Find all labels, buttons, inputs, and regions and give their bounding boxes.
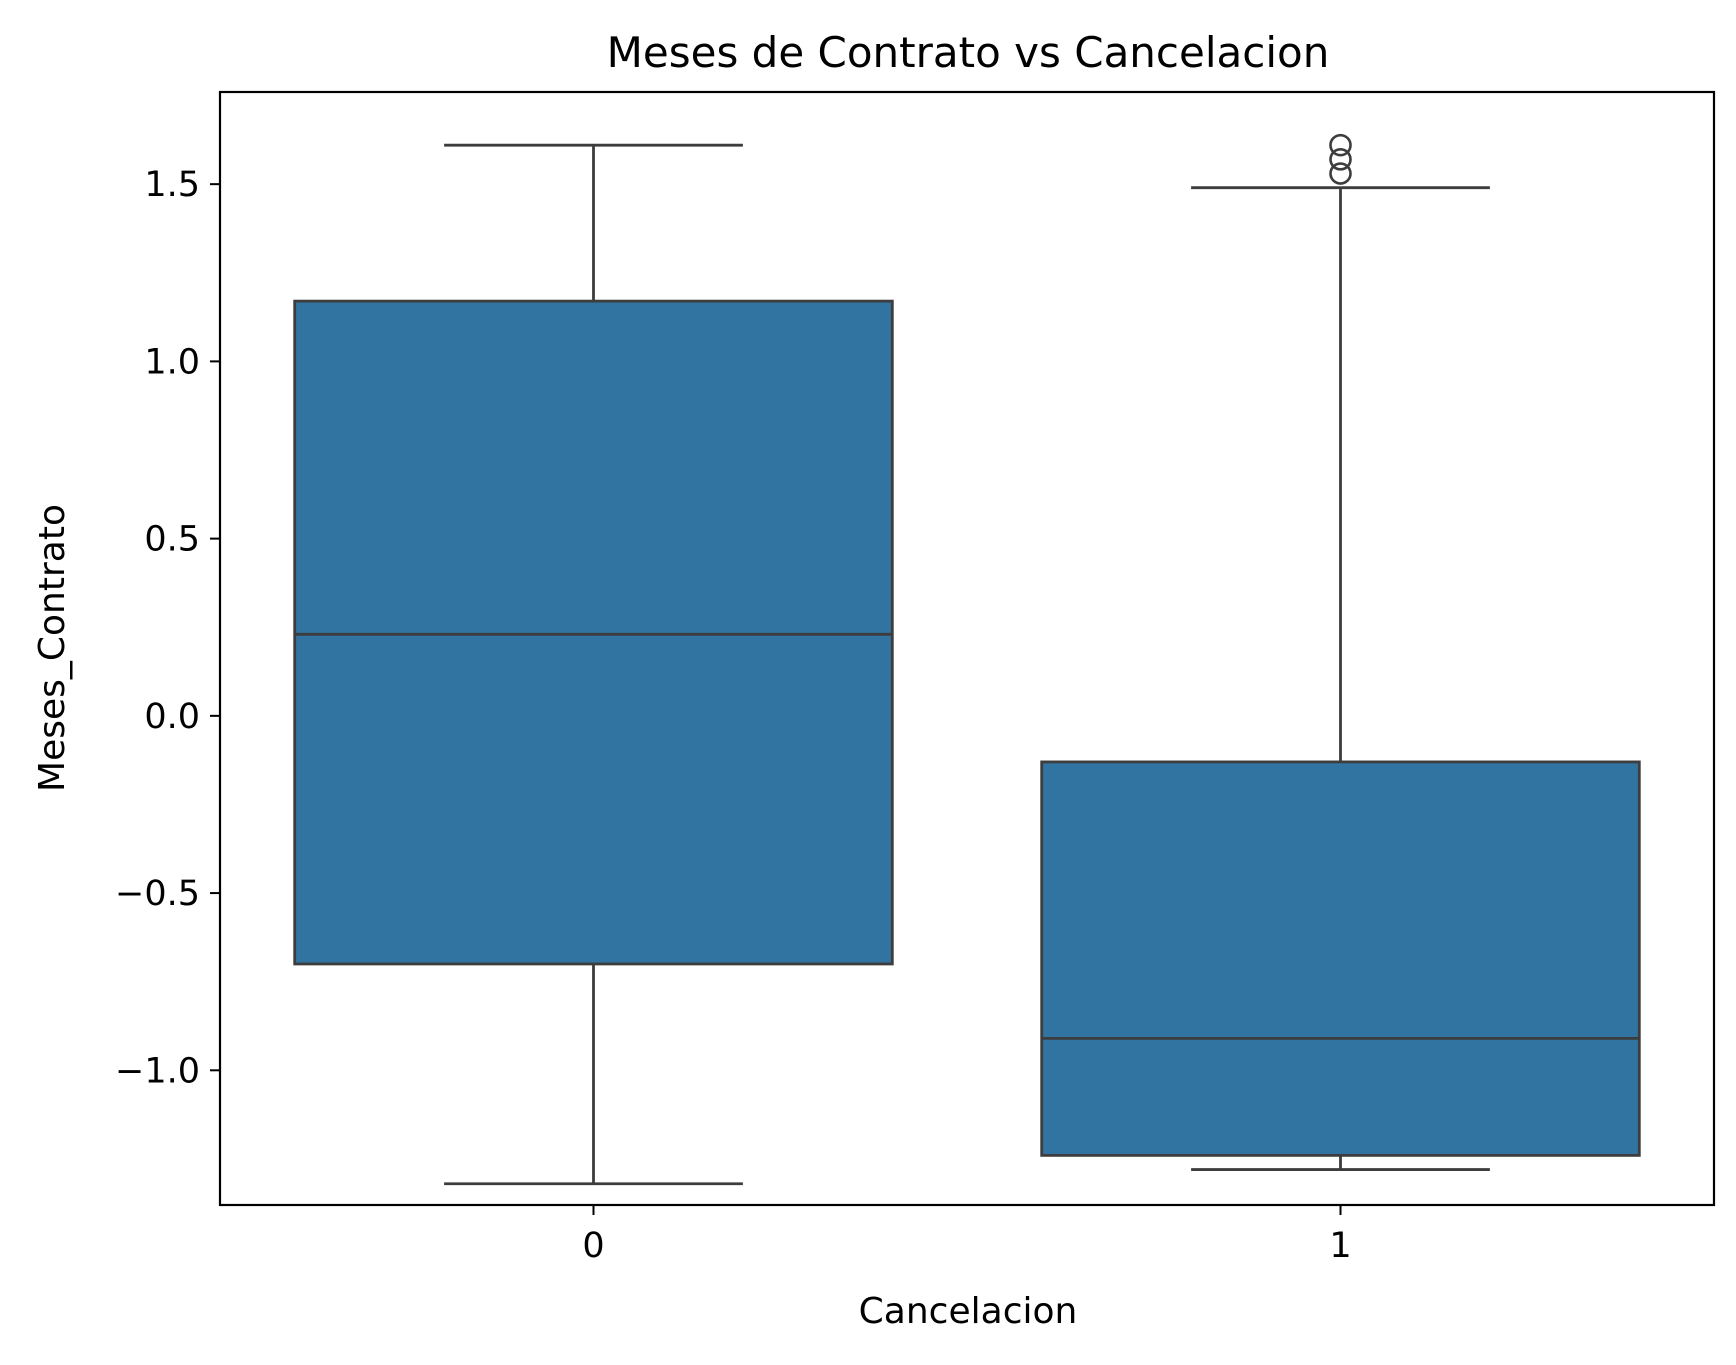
chart-title: Meses de Contrato vs Cancelacion xyxy=(607,28,1330,77)
outlier-point xyxy=(1329,133,1352,157)
outlier-point xyxy=(1329,148,1352,171)
y-tick-label: −1.0 xyxy=(115,1051,200,1091)
y-tick-label: 0.5 xyxy=(144,520,200,560)
y-axis-title: Meses_Contrato xyxy=(32,504,73,792)
y-tick-label: −0.5 xyxy=(115,874,200,914)
x-tick-label: 1 xyxy=(1329,1226,1351,1266)
y-tick-label: 1.0 xyxy=(144,342,200,382)
outlier-point xyxy=(1329,162,1352,185)
ticks-layer: 0 1 1.5 1.0 0.5 0.0 −0.5 −1.0 xyxy=(115,165,1352,1266)
box-group-0 xyxy=(293,143,894,1186)
plot-frame xyxy=(218,90,1716,1207)
box-group-1 xyxy=(1040,133,1641,1171)
y-tick-label: 1.5 xyxy=(144,165,200,205)
x-tick-label: 0 xyxy=(582,1226,604,1266)
x-axis-title: Cancelacion xyxy=(859,1291,1078,1332)
boxes-layer xyxy=(293,133,1641,1186)
iqr-box xyxy=(293,299,894,966)
y-tick-label: 0.0 xyxy=(144,697,200,737)
iqr-box xyxy=(1040,760,1641,1157)
